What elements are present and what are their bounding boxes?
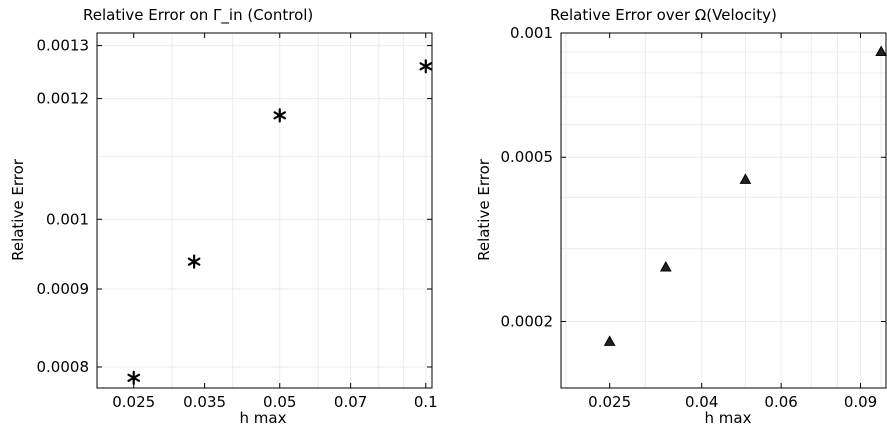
chart-left-title: Relative Error on Γ_in (Control) (83, 6, 313, 25)
x-tick-label: 0.035 (183, 393, 226, 411)
chart-right-grid (561, 32, 886, 388)
data-point (659, 261, 672, 272)
data-point (419, 59, 433, 74)
x-tick-label: 0.06 (764, 393, 797, 411)
y-tick-label: 0.0013 (37, 37, 90, 55)
y-tick-label: 0.0005 (501, 148, 554, 166)
y-tick-label: 0.001 (510, 24, 553, 42)
x-tick-label: 0.04 (685, 393, 718, 411)
data-point (273, 108, 287, 123)
y-tick-label: 0.0008 (37, 358, 90, 376)
chart-right-x-label: h max (705, 409, 752, 427)
x-tick-label: 0.07 (334, 393, 367, 411)
y-tick-label: 0.0012 (37, 90, 90, 108)
chart-left-plot-frame (96, 32, 433, 389)
data-point (739, 173, 752, 184)
chart-right: Relative Error over Ω(Velocity) Relative… (475, 6, 887, 427)
x-tick-label: 0.025 (588, 393, 631, 411)
y-tick-label: 0.0009 (37, 280, 90, 298)
chart-right-plot-frame (560, 32, 887, 389)
chart-right-ticks: 0.025 0.04 0.06 0.09 0.0002 0.0005 0.001 (501, 24, 886, 411)
y-tick-label: 0.001 (46, 210, 89, 228)
chart-right-y-label: Relative Error (475, 158, 493, 261)
x-tick-label: 0.1 (414, 393, 438, 411)
chart-left-y-label: Relative Error (9, 158, 27, 261)
chart-left-x-label: h max (240, 409, 287, 427)
x-tick-label: 0.025 (112, 393, 155, 411)
chart-right-points (603, 45, 887, 346)
data-point (875, 45, 887, 56)
chart-right-title: Relative Error over Ω(Velocity) (550, 6, 777, 24)
chart-left-points (127, 59, 433, 385)
chart-left-ticks: 0.025 0.035 0.05 0.07 0.1 0.0008 0.0009 0.001 0.… (37, 33, 438, 411)
x-tick-label: 0.05 (263, 393, 296, 411)
y-tick-label: 0.0002 (501, 312, 554, 330)
chart-left-grid (97, 33, 432, 388)
x-tick-label: 0.09 (844, 393, 877, 411)
data-point (603, 335, 616, 346)
data-point (127, 370, 141, 385)
data-point (187, 254, 201, 269)
chart-left: Relative Error on Γ_in (Control) Relativ… (9, 6, 438, 427)
